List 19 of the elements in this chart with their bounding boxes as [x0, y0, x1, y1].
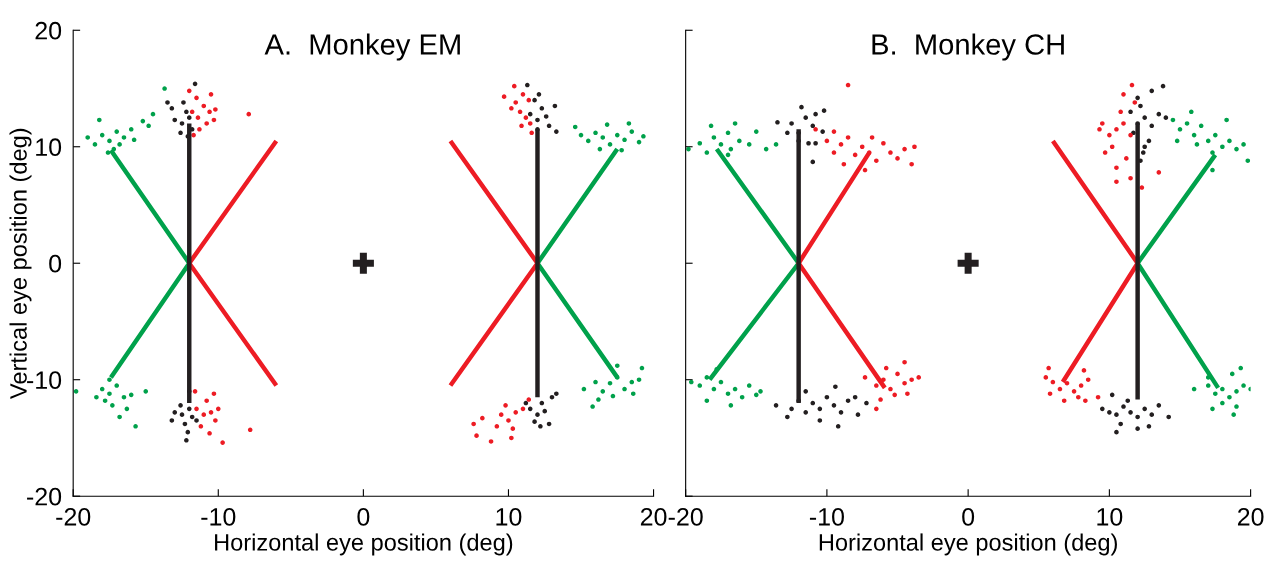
x-tick-label: 10: [496, 507, 522, 526]
chart-title: B. Monkey CH: [872, 33, 1064, 61]
y-tick-label: 20: [35, 21, 62, 40]
x-tick-label: -10: [201, 507, 236, 526]
y-tick-label: 10: [36, 138, 62, 157]
x-tick-label: -10: [809, 507, 844, 526]
y-tick-label: -20: [27, 487, 62, 506]
y-tick-label: -10: [27, 371, 62, 390]
x-axis-title: Horizontal eye position (deg): [819, 533, 1117, 556]
x-tick-label: 20: [1237, 507, 1264, 526]
y-tick-label: 0: [49, 254, 62, 273]
x-tick-label: -20: [56, 507, 91, 526]
chart-title: A. Monkey EM: [264, 33, 460, 61]
x-tick-label: 0: [357, 507, 370, 526]
x-tick-label: -20: [668, 507, 703, 526]
x-axis-title: Horizontal eye position (deg): [215, 533, 513, 556]
x-tick-label: 10: [1097, 507, 1123, 526]
x-tick-label: 20: [640, 507, 667, 526]
x-tick-label: 0: [962, 507, 975, 526]
